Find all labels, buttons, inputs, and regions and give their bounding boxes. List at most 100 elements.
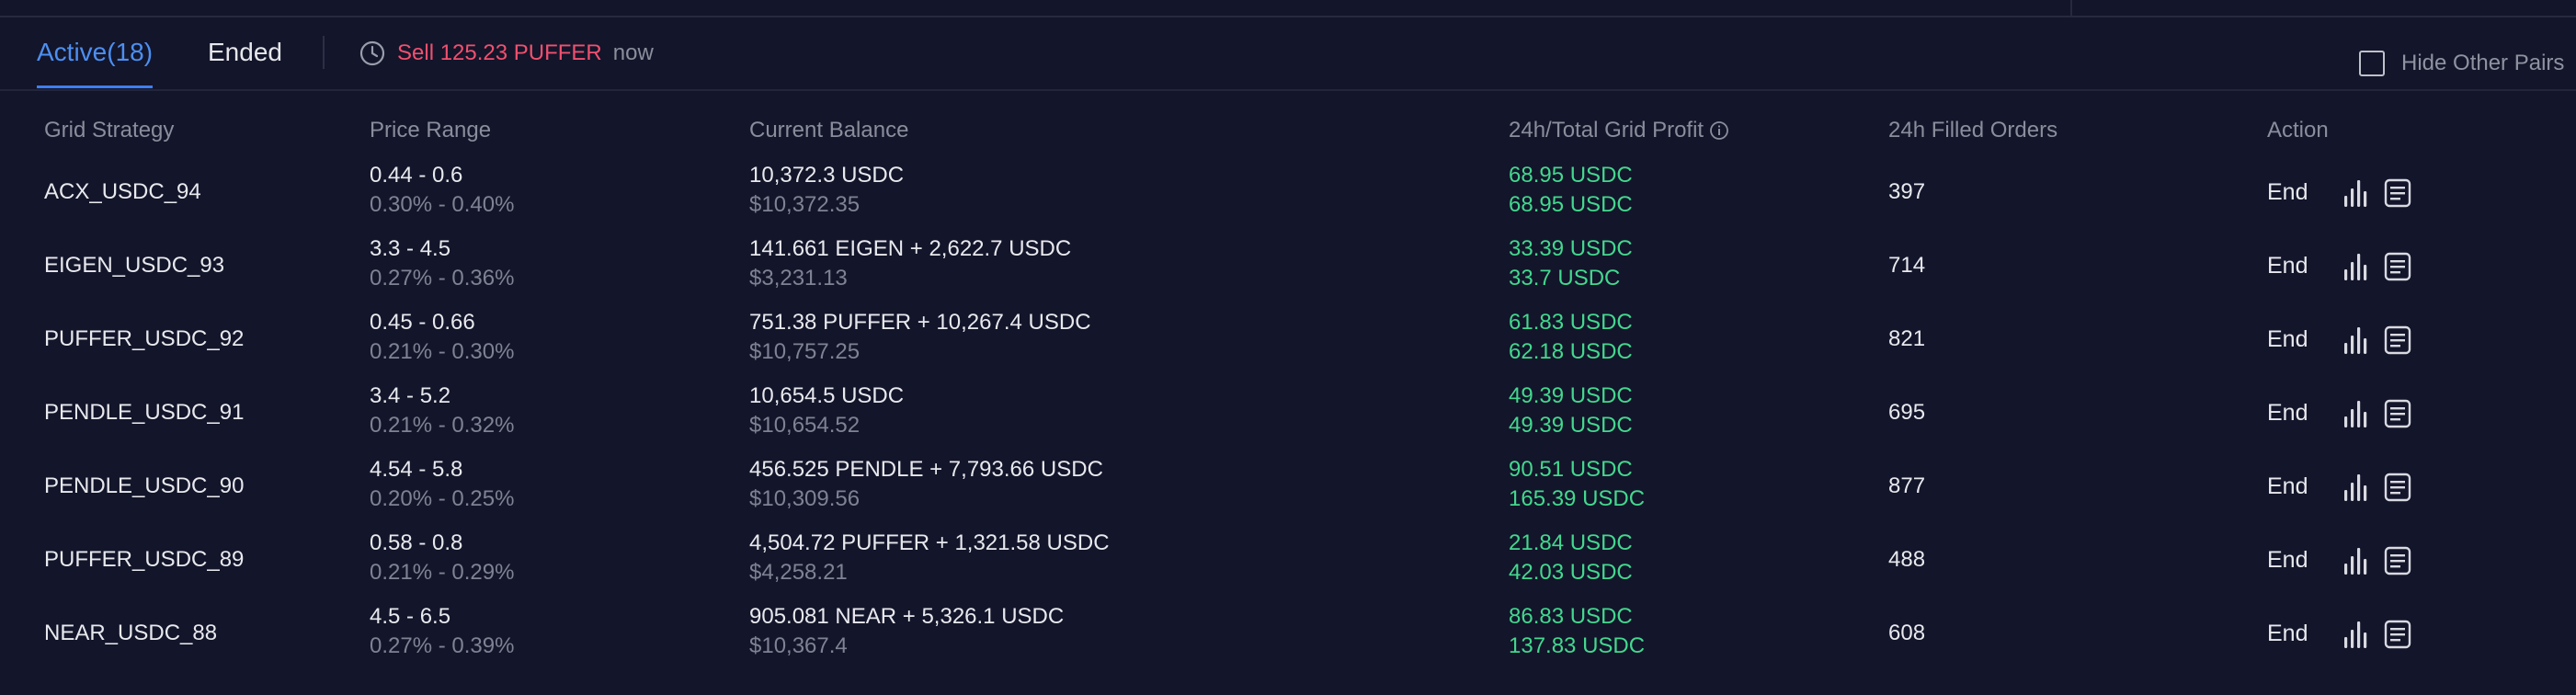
table-row: PUFFER_USDC_89 0.58 - 0.8 0.21% - 0.29% 4,5… <box>0 525 2576 598</box>
current-balance: 4,504.72 PUFFER + 1,321.58 USDC <box>749 530 1110 555</box>
profit-24h: 61.83 USDC <box>1509 310 1633 335</box>
price-range: 4.54 - 5.8 <box>370 457 463 482</box>
strategy-name: EIGEN_USDC_93 <box>44 253 225 278</box>
price-range: 3.4 - 5.2 <box>370 383 451 408</box>
bar-chart-icon[interactable] <box>2342 472 2371 503</box>
bar-chart-icon[interactable] <box>2342 619 2371 650</box>
price-range-percent: 0.21% - 0.32% <box>370 413 515 438</box>
price-range-percent: 0.21% - 0.29% <box>370 560 515 585</box>
tab-ended[interactable]: Ended <box>208 38 282 66</box>
current-balance-usd: $10,757.25 <box>749 339 861 364</box>
bar-chart-icon[interactable] <box>2342 398 2371 429</box>
details-icon[interactable] <box>2383 177 2412 209</box>
price-range: 4.5 - 6.5 <box>370 604 451 629</box>
filled-orders-count: 488 <box>1888 547 1926 572</box>
order-notice: Sell 125.23 PUFFER now <box>359 38 654 69</box>
table-row: EIGEN_USDC_93 3.3 - 4.5 0.27% - 0.36% 141.6… <box>0 231 2576 304</box>
profit-24h: 86.83 USDC <box>1509 604 1633 629</box>
details-icon[interactable] <box>2383 545 2412 576</box>
column-header-strategy: Grid Strategy <box>44 118 175 142</box>
current-balance: 905.081 NEAR + 5,326.1 USDC <box>749 604 1065 629</box>
table-row: PENDLE_USDC_91 3.4 - 5.2 0.21% - 0.32% 10,6… <box>0 378 2576 451</box>
strategy-name: PENDLE_USDC_91 <box>44 400 245 425</box>
notice-time: now <box>612 40 654 65</box>
table-row: ACX_USDC_94 0.44 - 0.6 0.30% - 0.40% 10,372… <box>0 157 2576 231</box>
table-row: NEAR_USDC_88 4.5 - 6.5 0.27% - 0.39% 905.08… <box>0 598 2576 672</box>
current-balance: 456.525 PENDLE + 7,793.66 USDC <box>749 457 1103 482</box>
strategy-name: ACX_USDC_94 <box>44 179 201 204</box>
details-icon[interactable] <box>2383 251 2412 282</box>
price-range-percent: 0.20% - 0.25% <box>370 486 515 511</box>
price-range-percent: 0.27% - 0.39% <box>370 633 515 658</box>
details-icon[interactable] <box>2383 472 2412 503</box>
column-header-balance: Current Balance <box>749 118 909 142</box>
details-icon[interactable] <box>2383 325 2412 356</box>
hide-other-pairs-toggle[interactable]: Hide Other Pairs <box>2359 51 2564 76</box>
current-balance-usd: $10,367.4 <box>749 633 848 658</box>
strategy-name: NEAR_USDC_88 <box>44 621 218 645</box>
filled-orders-count: 397 <box>1888 179 1926 204</box>
filled-orders-count: 821 <box>1888 326 1926 351</box>
strategy-name: PUFFER_USDC_92 <box>44 326 245 351</box>
current-balance: 141.661 EIGEN + 2,622.7 USDC <box>749 236 1072 261</box>
divider <box>2070 0 2072 16</box>
price-range: 0.45 - 0.66 <box>370 310 475 335</box>
table-row: PENDLE_USDC_90 4.54 - 5.8 0.20% - 0.25% 456… <box>0 451 2576 525</box>
column-header-profit: 24h/Total Grid Profit <box>1509 118 1729 143</box>
details-icon[interactable] <box>2383 398 2412 429</box>
profit-24h: 68.95 USDC <box>1509 163 1633 188</box>
price-range: 0.58 - 0.8 <box>370 530 463 555</box>
tabs-bar: Active(18) Ended Sell 125.23 PUFFER now … <box>0 16 2576 91</box>
details-icon[interactable] <box>2383 619 2412 650</box>
price-range-percent: 0.21% - 0.30% <box>370 339 515 364</box>
price-range-percent: 0.30% - 0.40% <box>370 192 515 217</box>
hide-other-pairs-checkbox[interactable] <box>2359 51 2385 76</box>
end-button[interactable]: End <box>2267 547 2308 573</box>
profit-24h: 21.84 USDC <box>1509 530 1633 555</box>
current-balance-usd: $10,309.56 <box>749 486 861 511</box>
end-button[interactable]: End <box>2267 253 2308 279</box>
column-header-filled-orders: 24h Filled Orders <box>1888 118 2058 142</box>
end-button[interactable]: End <box>2267 400 2308 426</box>
bar-chart-icon[interactable] <box>2342 325 2371 356</box>
strategy-name: PENDLE_USDC_90 <box>44 473 245 498</box>
price-range: 0.44 - 0.6 <box>370 163 463 188</box>
filled-orders-count: 695 <box>1888 400 1926 425</box>
profit-total: 137.83 USDC <box>1509 633 1646 658</box>
current-balance-usd: $4,258.21 <box>749 560 848 585</box>
filled-orders-count: 877 <box>1888 473 1926 498</box>
strategy-name: PUFFER_USDC_89 <box>44 547 245 572</box>
tabs-divider <box>323 36 325 69</box>
info-icon[interactable] <box>1709 120 1729 141</box>
price-range: 3.3 - 4.5 <box>370 236 451 261</box>
profit-total: 68.95 USDC <box>1509 192 1633 217</box>
hide-other-pairs-label: Hide Other Pairs <box>2401 51 2565 75</box>
end-button[interactable]: End <box>2267 179 2308 205</box>
profit-24h: 33.39 USDC <box>1509 236 1633 261</box>
profit-total: 62.18 USDC <box>1509 339 1633 364</box>
profit-total: 42.03 USDC <box>1509 560 1633 585</box>
active-tab-indicator <box>37 85 153 88</box>
bar-chart-icon[interactable] <box>2342 177 2371 209</box>
filled-orders-count: 714 <box>1888 253 1926 278</box>
bar-chart-icon[interactable] <box>2342 545 2371 576</box>
end-button[interactable]: End <box>2267 326 2308 352</box>
profit-total: 33.7 USDC <box>1509 266 1621 291</box>
top-border <box>0 0 2576 17</box>
column-header-price-range: Price Range <box>370 118 492 142</box>
current-balance: 751.38 PUFFER + 10,267.4 USDC <box>749 310 1091 335</box>
current-balance: 10,654.5 USDC <box>749 383 905 408</box>
end-button[interactable]: End <box>2267 473 2308 499</box>
column-header-action: Action <box>2267 118 2329 142</box>
current-balance-usd: $3,231.13 <box>749 266 848 291</box>
profit-total: 165.39 USDC <box>1509 486 1646 511</box>
tab-active[interactable]: Active(18) <box>37 38 154 66</box>
bar-chart-icon[interactable] <box>2342 251 2371 282</box>
sell-notice-text: Sell 125.23 PUFFER <box>397 40 602 65</box>
current-balance-usd: $10,372.35 <box>749 192 861 217</box>
clock-icon <box>359 40 385 66</box>
price-range-percent: 0.27% - 0.36% <box>370 266 515 291</box>
filled-orders-count: 608 <box>1888 621 1926 645</box>
end-button[interactable]: End <box>2267 621 2308 646</box>
